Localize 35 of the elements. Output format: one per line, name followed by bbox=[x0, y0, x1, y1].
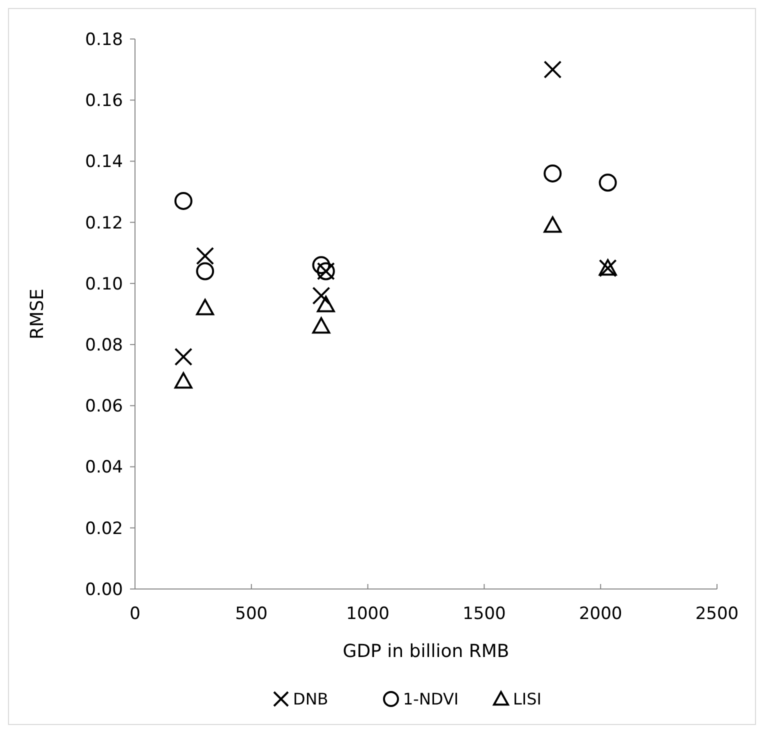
y-tick-label: 0.16 bbox=[85, 91, 123, 112]
x-tick-label: 0 bbox=[130, 604, 140, 624]
x-axis-title: GDP in billion RMB bbox=[342, 641, 510, 662]
y-tick-label: 0.18 bbox=[85, 30, 123, 50]
y-tick-label: 0.02 bbox=[85, 518, 123, 539]
x-tick-label: 1000 bbox=[346, 604, 390, 624]
legend-label: DNB bbox=[293, 690, 328, 709]
point bbox=[312, 317, 330, 334]
point bbox=[174, 372, 192, 389]
point bbox=[196, 298, 214, 316]
x-tick-label: 2000 bbox=[578, 604, 622, 624]
y-tick-label: 0.10 bbox=[85, 274, 123, 294]
point bbox=[196, 246, 214, 265]
y-tick-label: 0.14 bbox=[85, 152, 123, 172]
point bbox=[544, 60, 562, 79]
legend-label: LISI bbox=[513, 690, 542, 709]
x-tick-label: 1500 bbox=[462, 604, 506, 624]
point bbox=[316, 296, 335, 312]
point bbox=[544, 216, 562, 233]
point bbox=[174, 192, 192, 210]
x-tick-label: 2500 bbox=[695, 604, 739, 624]
y-tick-label: 0.00 bbox=[85, 580, 123, 600]
point bbox=[544, 164, 562, 182]
y-axis-title: RMSE bbox=[27, 288, 48, 340]
point bbox=[598, 174, 617, 192]
y-tick-label: 0.04 bbox=[85, 458, 123, 478]
point bbox=[196, 262, 214, 280]
legend-label: 1-NDVI bbox=[403, 690, 459, 709]
point bbox=[174, 348, 192, 366]
y-tick-label: 0.06 bbox=[85, 396, 123, 417]
y-tick-label: 0.12 bbox=[85, 213, 123, 234]
x-tick-label: 500 bbox=[235, 604, 268, 624]
point bbox=[312, 286, 330, 305]
point bbox=[312, 256, 330, 274]
y-tick-label: 0.08 bbox=[85, 336, 123, 356]
